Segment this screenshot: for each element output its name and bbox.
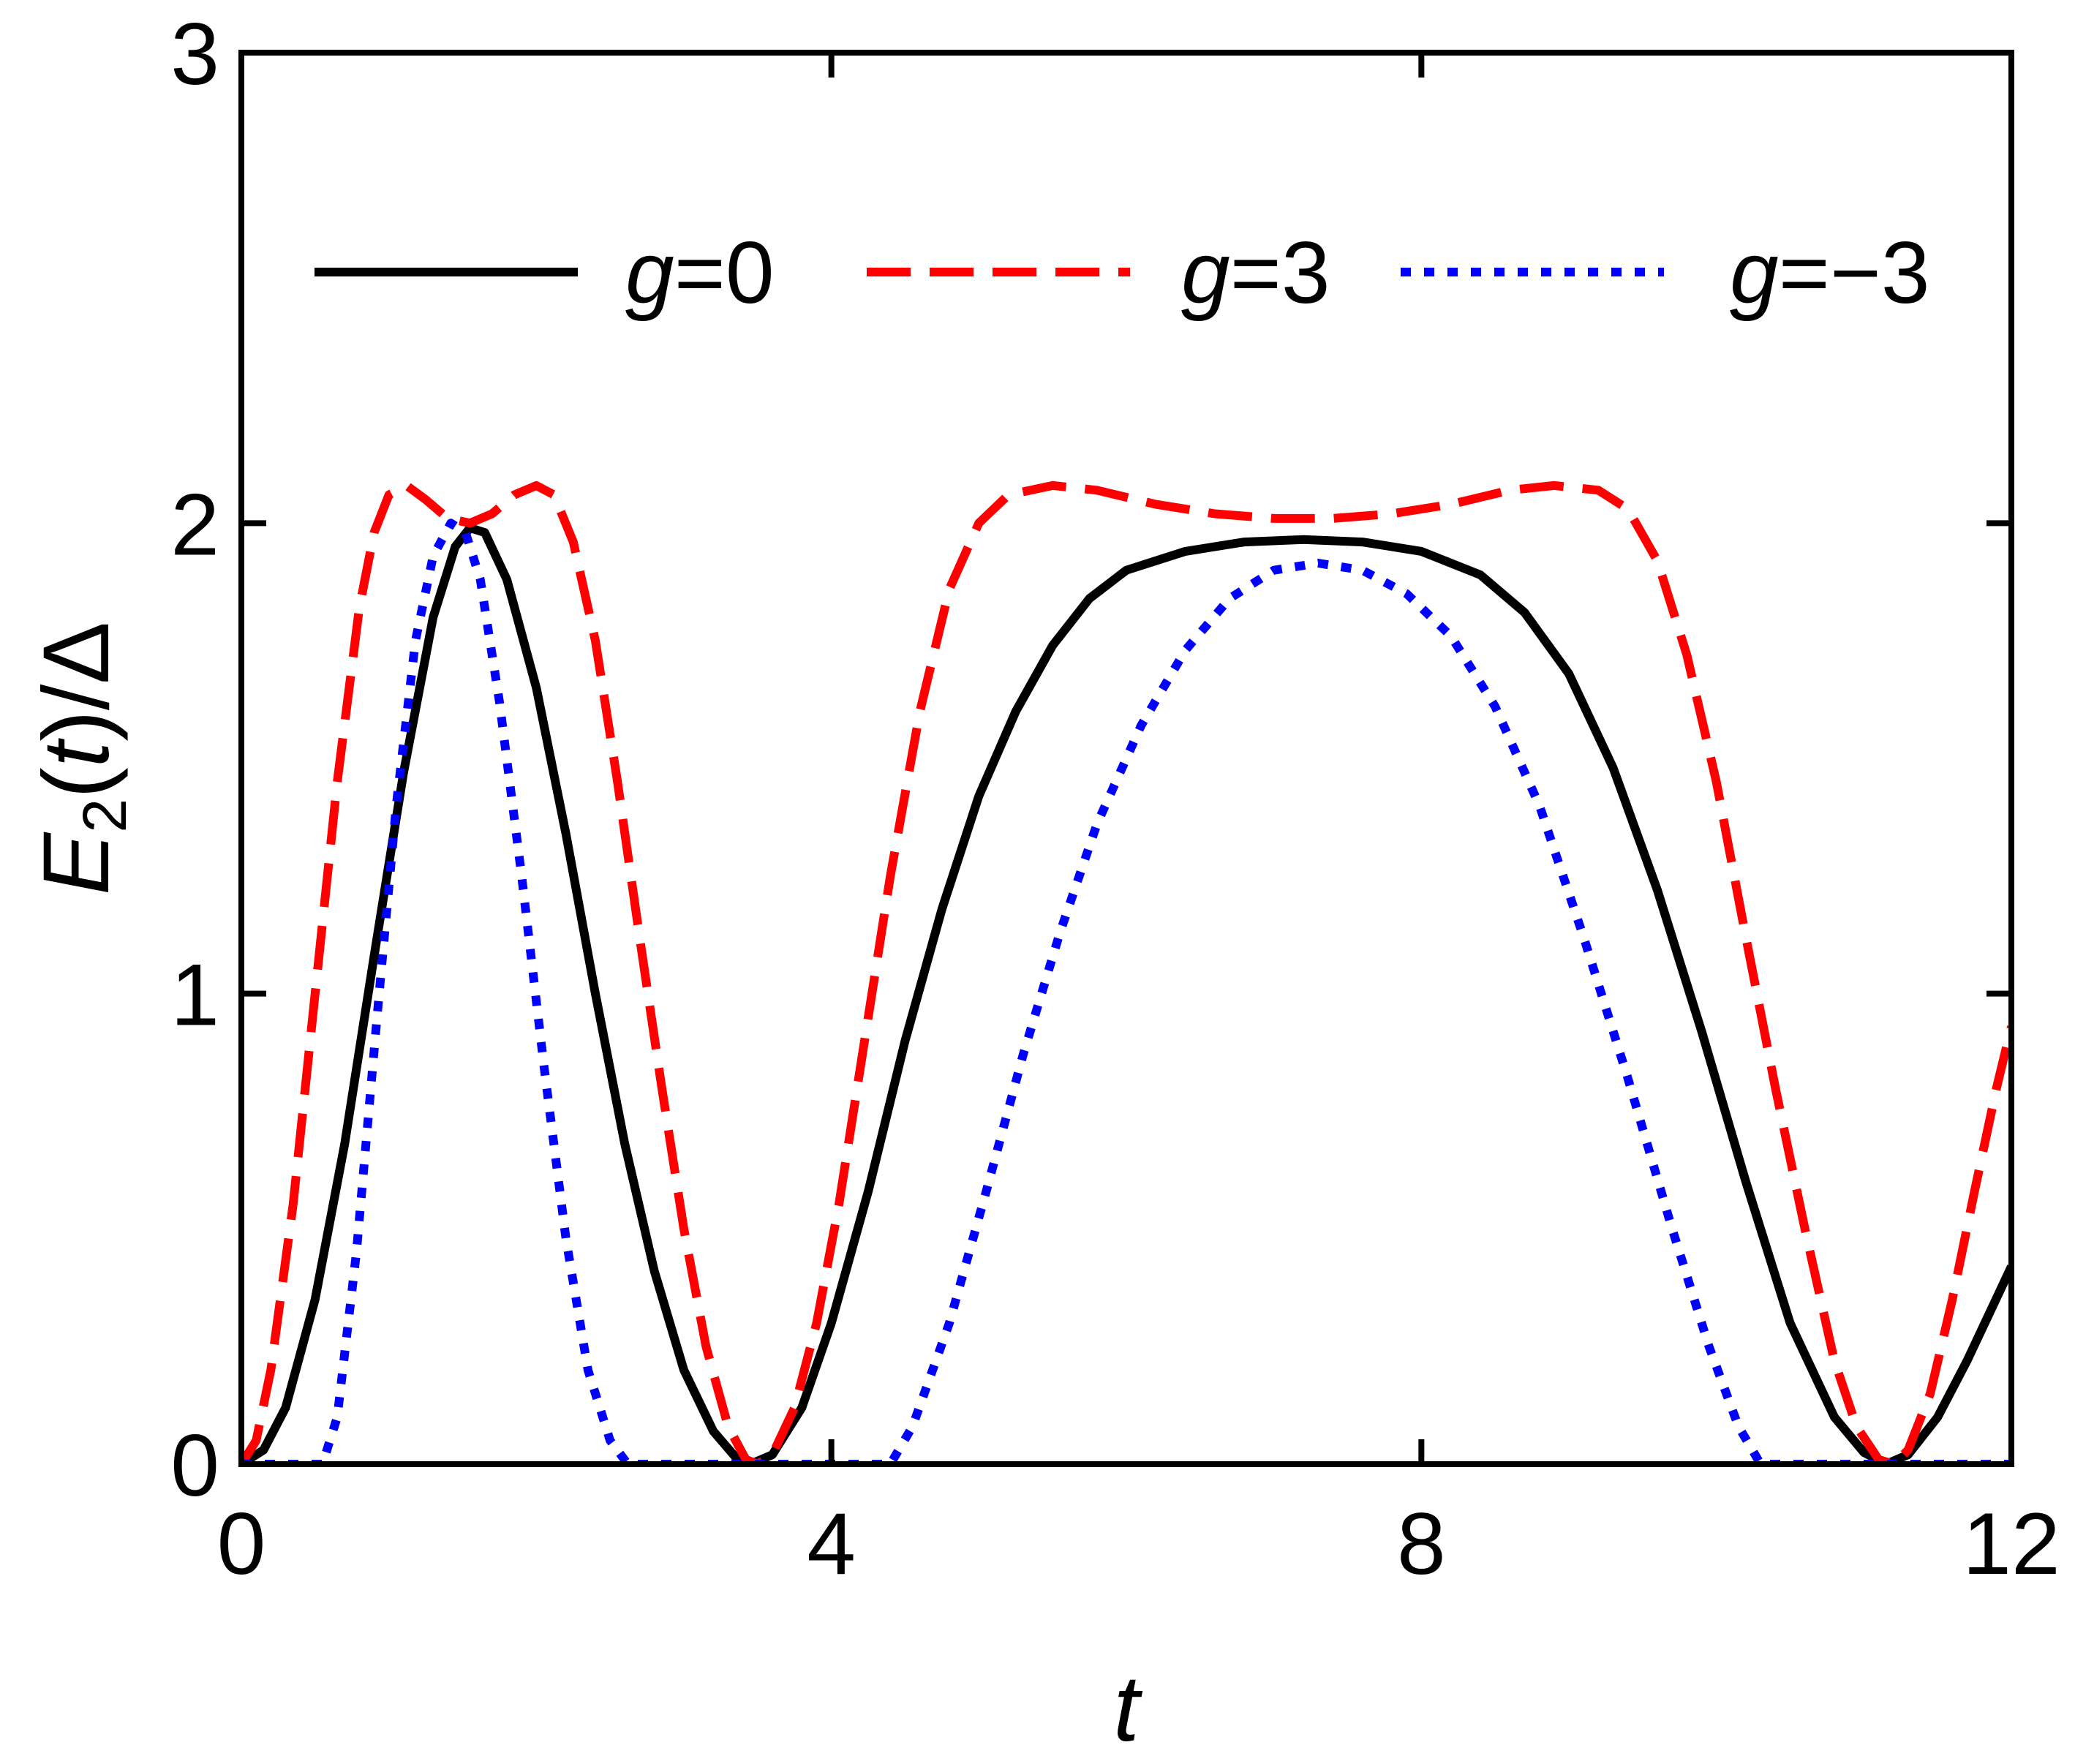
y-axis-label: E2(t)/Δ (24, 622, 139, 895)
legend-label-3: g=−3 (1730, 224, 1930, 322)
legend-label-2: g=3 (1181, 224, 1330, 322)
legend-label-1: g=0 (625, 224, 775, 322)
y-axis-label-close: )/Δ (24, 622, 129, 742)
y-tick-label: 2 (170, 475, 219, 573)
y-axis-label-sub: 2 (70, 799, 139, 833)
x-tick-label: 12 (1962, 1495, 2060, 1593)
y-tick-label: 3 (170, 5, 219, 103)
x-tick-label: 8 (1397, 1495, 1446, 1593)
y-axis-label-t: t (24, 738, 129, 767)
y-tick-label: 1 (170, 946, 219, 1044)
y-axis-label-open: ( (24, 767, 129, 799)
series-line-2 (241, 480, 2011, 1464)
series-line-3 (241, 519, 2011, 1464)
series-line-1 (241, 523, 2011, 1464)
legend: g=0 g=3 g=−3 (315, 224, 1930, 322)
x-tick-label: 4 (807, 1495, 856, 1593)
x-tick-label: 0 (217, 1495, 266, 1593)
y-tick-label: 0 (170, 1417, 219, 1515)
x-axis-label: t (1113, 1656, 1142, 1761)
plot-frame (238, 50, 2014, 1467)
y-axis-label-e: E (24, 832, 129, 895)
plot-layer (241, 480, 2011, 1464)
